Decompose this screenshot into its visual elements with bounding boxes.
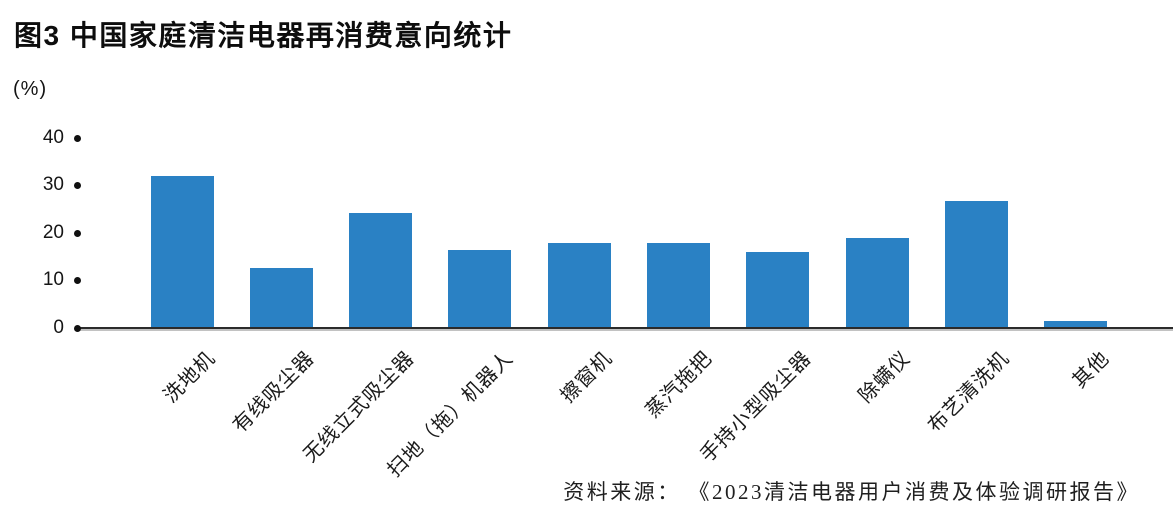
chart-title: 图3 中国家庭清洁电器再消费意向统计 [14, 20, 513, 51]
bar [1044, 320, 1108, 328]
x-category-label: 蒸汽拖把 [641, 347, 717, 423]
bar [746, 251, 810, 328]
bar [547, 242, 611, 328]
y-tick-label: 30 [42, 174, 64, 196]
source-note: 资料来源： 《2023清洁电器用户消费及体验调研报告》 [563, 480, 1140, 504]
x-category-label: 布艺清洗机 [924, 347, 1015, 438]
bar [150, 176, 214, 328]
x-category-label: 有线吸尘器 [229, 347, 320, 438]
y-tick-label: 10 [42, 269, 64, 291]
y-tick-dot [73, 182, 81, 190]
x-category-label: 除螨仪 [854, 347, 915, 408]
y-axis-unit-label: (%) [13, 78, 48, 100]
bar [845, 238, 909, 328]
x-category-label: 擦窗机 [556, 347, 618, 408]
x-axis-line [77, 327, 1173, 329]
bar [944, 201, 1008, 328]
y-tick-dot [73, 229, 81, 237]
bar [448, 249, 512, 328]
bar [349, 212, 413, 328]
y-tick-dot [73, 134, 81, 142]
bar [647, 243, 710, 328]
y-tick-label: 0 [53, 317, 64, 338]
x-category-label: 其他 [1068, 347, 1114, 393]
bar [249, 268, 313, 328]
x-category-label: 洗地机 [159, 347, 220, 408]
y-tick-label: 40 [42, 126, 64, 148]
y-tick-label: 20 [42, 221, 64, 243]
y-tick-dot [73, 277, 81, 285]
y-tick-dot [73, 325, 81, 332]
